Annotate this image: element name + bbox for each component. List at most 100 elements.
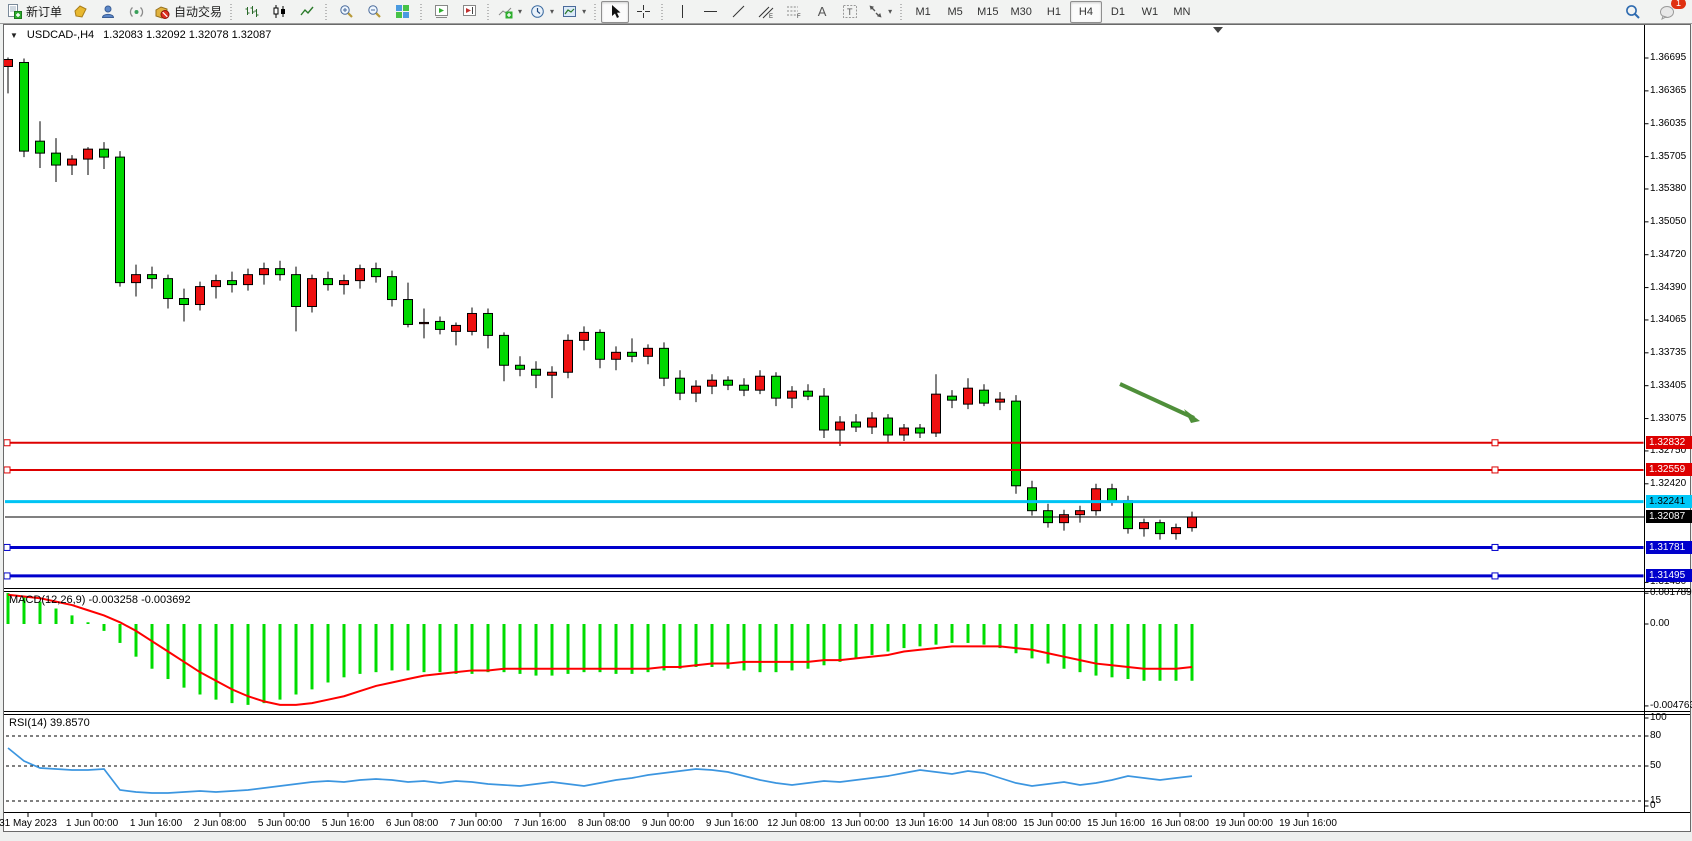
line-handle[interactable] — [1491, 439, 1499, 447]
toolbar-grip — [485, 3, 493, 20]
line-handle[interactable] — [1491, 466, 1499, 474]
trend-arrow-head[interactable] — [1184, 409, 1200, 423]
timeframe-M30[interactable]: M30 — [1010, 5, 1032, 18]
time-axis-label: 12 Jun 08:00 — [767, 818, 825, 829]
timeframe-MN[interactable]: MN — [1173, 5, 1191, 18]
rsi-axis-label: 0 — [1650, 800, 1656, 811]
candle-down — [179, 298, 189, 306]
signals-button[interactable] — [122, 1, 150, 23]
line-chart-button[interactable] — [293, 1, 321, 23]
price-axis-label: 1.35050 — [1650, 215, 1687, 227]
time-axis-label: 16 Jun 08:00 — [1151, 818, 1209, 829]
fibonacci-button[interactable]: F — [780, 1, 808, 23]
line-handle[interactable] — [3, 466, 11, 474]
arrows-button[interactable]: ▾ — [864, 1, 896, 23]
timeframe-H4[interactable]: H4 — [1069, 0, 1102, 23]
templates-icon — [563, 6, 577, 17]
autotrading-button[interactable]: 自动交易 — [150, 1, 226, 23]
line-handle[interactable] — [1491, 572, 1499, 580]
candle-up — [931, 393, 941, 434]
zoom-out-button[interactable] — [360, 1, 388, 23]
text-label-button[interactable]: T — [836, 1, 864, 23]
text-icon: A — [817, 3, 827, 19]
svg-text:E: E — [769, 14, 773, 19]
candle-up — [707, 379, 717, 387]
new-order-icon — [8, 4, 22, 19]
candle-down — [163, 278, 173, 300]
timeframe-W1[interactable]: W1 — [1141, 5, 1159, 18]
time-axis-label: 9 Jun 16:00 — [705, 818, 759, 829]
candlestick-button[interactable] — [265, 1, 293, 23]
chart-title: ▼ USDCAD-,H4 1.32083 1.32092 1.32078 1.3… — [10, 29, 271, 41]
autotrade-label: 自动交易 — [174, 5, 223, 19]
styler-icon — [73, 5, 87, 18]
templates-button[interactable]: ▾ — [558, 1, 590, 23]
price-axis-label: 1.34390 — [1650, 281, 1687, 293]
price-axis-label: 1.32750 — [1650, 444, 1687, 456]
bar-chart-icon — [245, 6, 259, 17]
cursor-button[interactable] — [601, 0, 630, 23]
trendline-button[interactable] — [724, 1, 752, 23]
trend-arrow[interactable] — [1119, 382, 1195, 420]
horizontal-line-icon — [703, 11, 717, 12]
candle-up — [755, 375, 765, 391]
timeframe-D1[interactable]: D1 — [1110, 5, 1125, 18]
candle-down — [291, 274, 301, 308]
candle-up — [419, 321, 429, 325]
line-handle[interactable] — [3, 439, 11, 447]
candle-up — [547, 371, 557, 376]
candle-up — [243, 274, 253, 286]
price-tag: 1.32241 — [1646, 495, 1692, 509]
auto-scroll-button[interactable] — [427, 1, 455, 23]
chart-shift-button[interactable] — [455, 1, 483, 23]
crosshair-button[interactable] — [629, 1, 657, 23]
price-axis-label: 1.36365 — [1650, 84, 1687, 96]
channel-button[interactable]: E — [752, 1, 780, 23]
styler-button[interactable] — [66, 1, 94, 23]
profile-button[interactable] — [94, 1, 122, 23]
indicators-button[interactable]: ▾ — [494, 1, 526, 23]
macd-axis-label: 0.001789 — [1650, 587, 1692, 599]
candle-up — [579, 331, 589, 341]
toolbar-grip — [898, 3, 906, 20]
new-order-label: 新订单 — [26, 5, 63, 19]
time-axis-label: 13 Jun 16:00 — [895, 818, 953, 829]
new-order-button[interactable]: 新订单 — [3, 1, 66, 23]
candle-down — [403, 299, 413, 325]
notifications-button[interactable]: 1 — [1653, 0, 1686, 23]
periods-button[interactable]: ▾ — [526, 1, 558, 23]
chart-frame — [3, 24, 1691, 832]
timeframe-M15[interactable]: M15 — [977, 5, 999, 18]
chevron-down-icon: ▾ — [582, 7, 587, 16]
tile-windows-button[interactable] — [388, 1, 416, 23]
chart-shift-marker[interactable] — [1213, 27, 1223, 33]
horizontal-line-button[interactable] — [696, 1, 724, 23]
line-handle[interactable] — [1491, 543, 1499, 551]
crosshair-icon — [636, 5, 650, 18]
search-button[interactable] — [1619, 1, 1647, 23]
line-handle[interactable] — [3, 572, 11, 580]
timeframe-H1[interactable]: H1 — [1046, 5, 1061, 18]
zoom-in-button[interactable] — [332, 1, 360, 23]
candle-up — [867, 417, 877, 428]
candle-down — [227, 280, 237, 286]
candle-down — [883, 417, 893, 436]
timeframe-M1[interactable]: M1 — [915, 5, 931, 18]
chevron-down-icon: ▾ — [518, 7, 523, 16]
chart-shift-icon — [462, 5, 476, 16]
chart-background — [4, 25, 1691, 831]
candle-down — [1027, 487, 1037, 512]
text-button[interactable]: A — [808, 1, 836, 23]
timeframe-M5[interactable]: M5 — [947, 5, 963, 18]
line-handle[interactable] — [3, 543, 11, 551]
bar-chart-button[interactable] — [237, 1, 265, 23]
candle-down — [915, 427, 925, 434]
macd-indicator-label: MACD(12,26,9) -0.003258 -0.003692 — [9, 594, 191, 606]
vertical-line-button[interactable] — [668, 1, 696, 23]
candle-up — [1187, 516, 1197, 529]
candle-down — [1107, 488, 1117, 502]
candle-down — [515, 364, 525, 370]
candle-down — [99, 148, 109, 158]
candle-down — [275, 268, 285, 276]
